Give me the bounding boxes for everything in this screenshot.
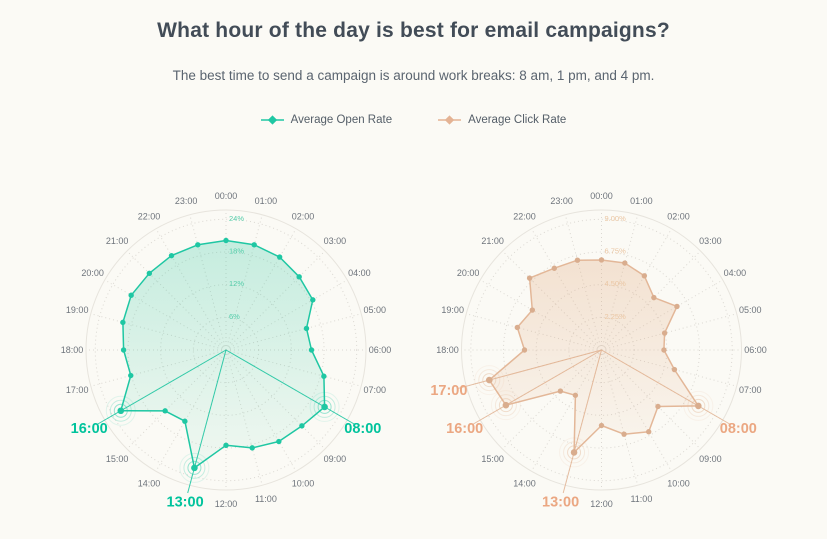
page-title: What hour of the day is best for email c… [157, 19, 670, 42]
svg-text:14:00: 14:00 [138, 478, 161, 488]
svg-text:06:00: 06:00 [744, 345, 767, 355]
svg-text:22:00: 22:00 [138, 212, 161, 222]
svg-text:9.00%: 9.00% [605, 214, 627, 223]
svg-text:06:00: 06:00 [369, 345, 392, 355]
svg-text:09:00: 09:00 [324, 454, 347, 464]
svg-text:10:00: 10:00 [292, 478, 315, 488]
svg-text:14:00: 14:00 [513, 478, 536, 488]
svg-text:12:00: 12:00 [215, 499, 238, 509]
legend-label-click-rate: Average Click Rate [468, 114, 567, 126]
svg-text:00:00: 00:00 [215, 191, 238, 201]
svg-text:13:00: 13:00 [542, 495, 579, 511]
svg-text:20:00: 20:00 [81, 268, 104, 278]
legend-item-open-rate[interactable]: Average Open Rate [260, 114, 393, 126]
svg-text:03:00: 03:00 [324, 236, 347, 246]
legend-label-open-rate: Average Open Rate [290, 114, 393, 126]
svg-text:16:00: 16:00 [71, 421, 108, 437]
svg-text:11:00: 11:00 [630, 494, 652, 504]
svg-text:09:00: 09:00 [699, 454, 722, 464]
svg-text:15:00: 15:00 [106, 454, 129, 464]
svg-text:19:00: 19:00 [66, 305, 89, 315]
svg-text:21:00: 21:00 [481, 236, 504, 246]
svg-text:04:00: 04:00 [724, 268, 747, 278]
svg-text:17:00: 17:00 [430, 383, 467, 399]
open-rate-radar-chart: 6% 12% 18% 24% 00:00 01:00 02:00 03:00 04:00 05:0… [61, 191, 392, 511]
svg-text:00:00: 00:00 [590, 191, 613, 201]
svg-text:22:00: 22:00 [513, 212, 536, 222]
svg-text:07:00: 07:00 [364, 385, 387, 395]
svg-text:01:00: 01:00 [630, 196, 653, 206]
svg-text:16:00: 16:00 [446, 421, 483, 437]
legend: Average Open Rate Average Click Rate [0, 114, 827, 126]
svg-text:20:00: 20:00 [457, 268, 480, 278]
click-rate-radar-chart: 2.25% 4.50% 6.75% 9.00% 00:00 01:00 02:00 03:00… [430, 191, 767, 511]
svg-text:23:00: 23:00 [550, 196, 573, 206]
svg-text:08:00: 08:00 [344, 421, 381, 437]
svg-text:13:00: 13:00 [167, 495, 204, 511]
svg-text:6.75%: 6.75% [605, 246, 627, 255]
svg-text:11:00: 11:00 [255, 494, 277, 504]
svg-text:12:00: 12:00 [590, 499, 613, 509]
svg-text:10:00: 10:00 [667, 478, 690, 488]
page-subtitle: The best time to send a campaign is arou… [172, 68, 655, 83]
svg-text:19:00: 19:00 [441, 305, 464, 315]
svg-text:18%: 18% [229, 246, 244, 255]
charts-area: 6% 12% 18% 24% 00:00 01:00 02:00 03:00 04:00 05:0… [0, 175, 827, 539]
svg-text:05:00: 05:00 [364, 305, 387, 315]
svg-text:4.50%: 4.50% [605, 279, 627, 288]
svg-text:02:00: 02:00 [667, 212, 690, 222]
legend-item-click-rate[interactable]: Average Click Rate [438, 114, 566, 126]
svg-text:08:00: 08:00 [720, 421, 757, 437]
svg-text:2.25%: 2.25% [605, 312, 627, 321]
svg-text:01:00: 01:00 [255, 196, 278, 206]
svg-text:18:00: 18:00 [61, 345, 84, 355]
svg-text:23:00: 23:00 [175, 196, 198, 206]
svg-text:17:00: 17:00 [66, 385, 89, 395]
open-rate-line-marker-icon [260, 115, 284, 125]
svg-text:21:00: 21:00 [106, 236, 129, 246]
svg-text:07:00: 07:00 [739, 385, 762, 395]
click-rate-line-marker-icon [438, 115, 462, 125]
svg-text:04:00: 04:00 [348, 268, 371, 278]
svg-text:24%: 24% [229, 214, 244, 223]
svg-text:12%: 12% [229, 279, 244, 288]
svg-text:18:00: 18:00 [436, 345, 459, 355]
svg-text:03:00: 03:00 [699, 236, 722, 246]
svg-text:05:00: 05:00 [739, 305, 762, 315]
svg-text:02:00: 02:00 [292, 212, 315, 222]
svg-text:15:00: 15:00 [481, 454, 504, 464]
svg-text:6%: 6% [229, 312, 240, 321]
